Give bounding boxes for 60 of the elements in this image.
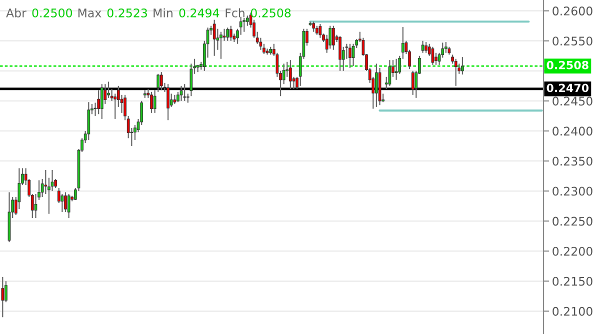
candlestick [431, 46, 434, 66]
candlestick [332, 25, 335, 50]
y-tick-label: 0.2350 [552, 156, 592, 166]
candlestick [166, 84, 170, 121]
candlestick [229, 25, 232, 42]
candlestick [183, 84, 186, 102]
y-tick-label: 0.2250 [552, 216, 592, 226]
candlestick [388, 60, 392, 86]
y-tick-label: 0.2550 [552, 36, 592, 46]
candlestick [434, 52, 438, 66]
candlestick [186, 93, 190, 104]
candlestick [444, 41, 448, 54]
candlestick [318, 23, 322, 38]
candlestick [411, 70, 414, 96]
candlestick [34, 193, 38, 219]
candlestick [289, 60, 292, 90]
ref-line-label: 0.2470 [546, 84, 589, 92]
y-tick-label: 0.2200 [552, 246, 592, 256]
candlestick [153, 90, 156, 114]
candlestick [239, 16, 242, 36]
candlestick [156, 73, 160, 92]
y-tick-label: 0.2100 [552, 306, 592, 316]
y-tick-label: 0.2300 [552, 186, 592, 196]
y-tick-label: 0.2450 [552, 96, 592, 106]
candlestick [60, 193, 64, 213]
candlestick [394, 58, 398, 80]
y-tick-label: 0.2600 [552, 6, 592, 16]
candlestick [348, 43, 352, 68]
candlestick [242, 17, 246, 32]
candlestick [67, 193, 70, 219]
candlestick [212, 19, 216, 56]
candlestick [97, 90, 100, 115]
y-tick-label: 0.2400 [552, 126, 592, 136]
candlestick [352, 43, 355, 67]
candlestick [114, 93, 117, 120]
candlestick [190, 63, 193, 97]
candlestick [64, 192, 67, 213]
candlestick [160, 72, 163, 91]
annotation: Abr 0.2500 Max 0.2523 Min 0.2494 Fch 0.2508 [6, 8, 291, 18]
candlestick [315, 25, 318, 36]
candlestick [461, 56, 464, 76]
candlestick [424, 41, 428, 54]
candlestick [328, 25, 332, 50]
candlestick [94, 102, 97, 116]
candlestick [180, 85, 183, 102]
candlestick [173, 94, 176, 104]
candlestick [220, 31, 222, 60]
candlestick [375, 63, 378, 108]
candlestick [454, 58, 458, 86]
candlestick [1, 276, 4, 318]
candlestick [312, 21, 316, 32]
candlestick [100, 84, 104, 120]
candlestick [107, 81, 110, 98]
candlestick [421, 40, 424, 54]
candlestick [226, 27, 230, 42]
candlestick [150, 91, 153, 114]
candlestick [222, 28, 226, 42]
ref-line-label: 0.2508 [546, 60, 588, 70]
y-tick-label: 0.2150 [552, 276, 592, 286]
candlestick [338, 35, 342, 72]
